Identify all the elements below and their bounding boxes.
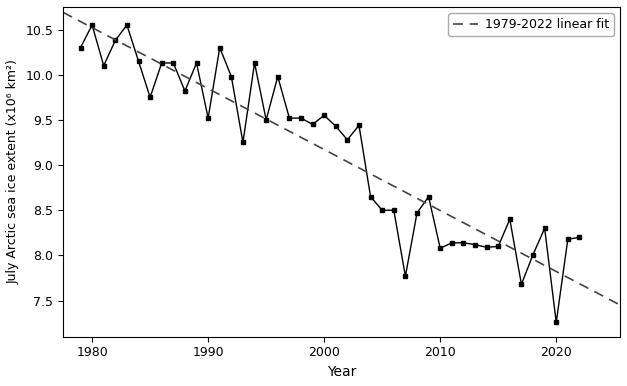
Legend: 1979-2022 linear fit: 1979-2022 linear fit bbox=[448, 13, 614, 36]
X-axis label: Year: Year bbox=[327, 365, 356, 379]
Y-axis label: July Arctic sea ice extent (x10⁶ km²): July Arctic sea ice extent (x10⁶ km²) bbox=[7, 59, 20, 284]
